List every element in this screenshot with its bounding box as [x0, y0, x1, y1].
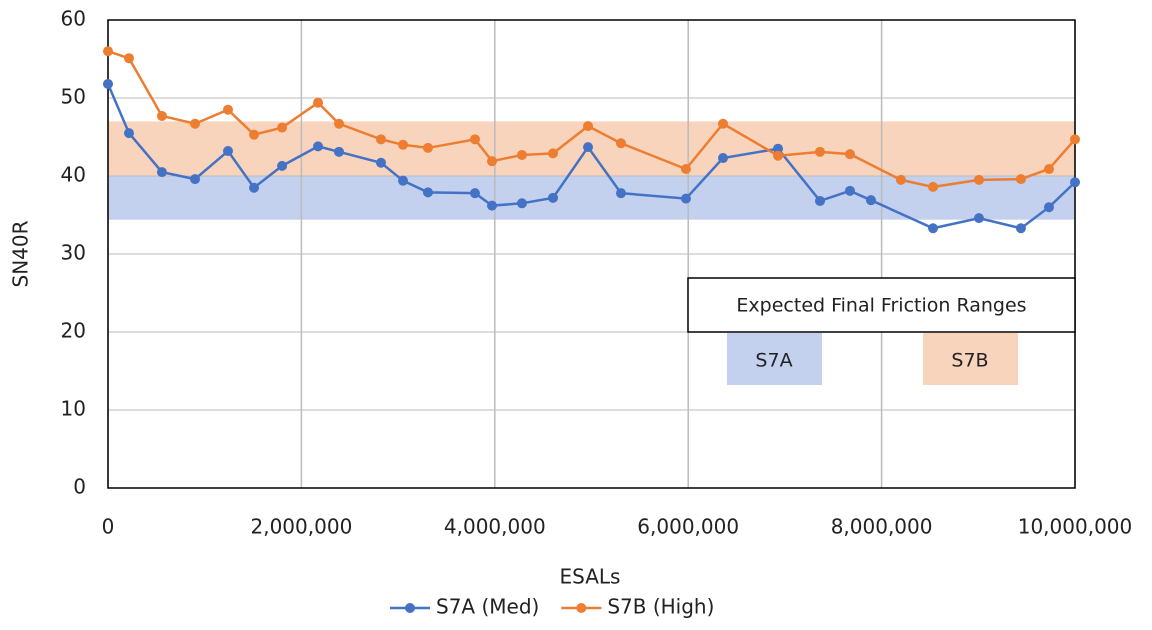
y-tick-label: 40 — [61, 163, 86, 187]
range-band — [108, 176, 1075, 220]
data-point — [815, 195, 826, 206]
legend-marker — [405, 603, 415, 613]
data-point — [103, 46, 113, 57]
data-point — [773, 150, 784, 161]
x-tick-label: 6,000,000 — [637, 515, 739, 539]
data-point — [469, 134, 480, 145]
data-point — [583, 142, 594, 153]
data-point — [928, 181, 939, 192]
band-key — [923, 333, 1018, 385]
data-point — [313, 97, 324, 108]
data-point — [615, 138, 626, 149]
data-point — [773, 143, 784, 154]
data-point — [548, 148, 559, 159]
data-point — [277, 160, 288, 171]
data-point — [718, 118, 729, 129]
data-point — [398, 175, 409, 186]
x-tick-label: 10,000,000 — [1018, 515, 1133, 539]
data-point — [815, 146, 826, 157]
annotation: Expected Final Friction Ranges — [736, 295, 1026, 317]
legend-marker — [576, 603, 587, 613]
data-point — [334, 146, 345, 157]
data-point — [123, 128, 134, 139]
data-point — [103, 78, 113, 89]
data-point — [718, 153, 729, 164]
data-point — [334, 118, 345, 129]
data-point — [190, 118, 201, 129]
y-tick-label: 0 — [73, 475, 86, 499]
data-point — [123, 53, 134, 64]
data-point — [375, 134, 386, 145]
x-tick-label: 8,000,000 — [831, 515, 933, 539]
data-point — [1015, 223, 1026, 234]
data-point — [375, 157, 386, 168]
data-point — [249, 129, 260, 140]
data-point — [1070, 134, 1080, 145]
data-point — [516, 198, 527, 209]
data-point — [223, 104, 234, 115]
data-point — [928, 223, 939, 234]
x-tick-label: 2,000,000 — [251, 515, 353, 539]
y-tick-label: 30 — [61, 241, 86, 265]
data-point — [865, 195, 876, 206]
data-point — [398, 139, 409, 150]
data-point — [548, 192, 559, 203]
y-tick-label: 60 — [61, 7, 86, 31]
data-point — [486, 200, 497, 211]
data-point — [313, 141, 324, 152]
data-point — [486, 156, 497, 167]
data-point — [844, 149, 855, 160]
band-key-label: S7A — [755, 350, 792, 372]
data-point — [973, 213, 984, 224]
x-tick-label: 0 — [102, 515, 115, 539]
data-point — [156, 167, 167, 178]
data-point — [680, 193, 691, 204]
data-point — [422, 187, 433, 198]
y-axis-title: SN40R — [9, 220, 33, 287]
data-point — [1043, 202, 1054, 213]
data-point — [223, 146, 234, 157]
band-key — [727, 333, 822, 385]
data-point — [844, 185, 855, 196]
data-point — [190, 174, 201, 185]
data-point — [973, 174, 984, 185]
data-point — [895, 174, 906, 185]
data-point — [615, 188, 626, 199]
data-point — [422, 142, 433, 153]
data-point — [1070, 177, 1080, 188]
data-point — [1043, 163, 1054, 174]
data-point — [249, 182, 260, 193]
plot-border — [107, 19, 1076, 489]
data-point — [277, 122, 288, 133]
annotation-box — [687, 277, 1076, 333]
data-point — [583, 121, 594, 132]
data-point — [469, 188, 480, 199]
data-point — [680, 163, 691, 174]
data-point — [1015, 174, 1026, 185]
y-tick-label: 10 — [61, 397, 86, 421]
data-point — [516, 149, 527, 160]
x-tick-label: 4,000,000 — [444, 515, 546, 539]
data-point — [156, 110, 167, 121]
legend-label: S7B (High) — [607, 595, 714, 619]
band-key-label: S7B — [951, 350, 988, 372]
y-tick-label: 50 — [61, 85, 86, 109]
y-tick-label: 20 — [61, 319, 86, 343]
legend-label: S7A (Med) — [436, 595, 539, 619]
x-axis-title: ESALs — [560, 565, 621, 589]
